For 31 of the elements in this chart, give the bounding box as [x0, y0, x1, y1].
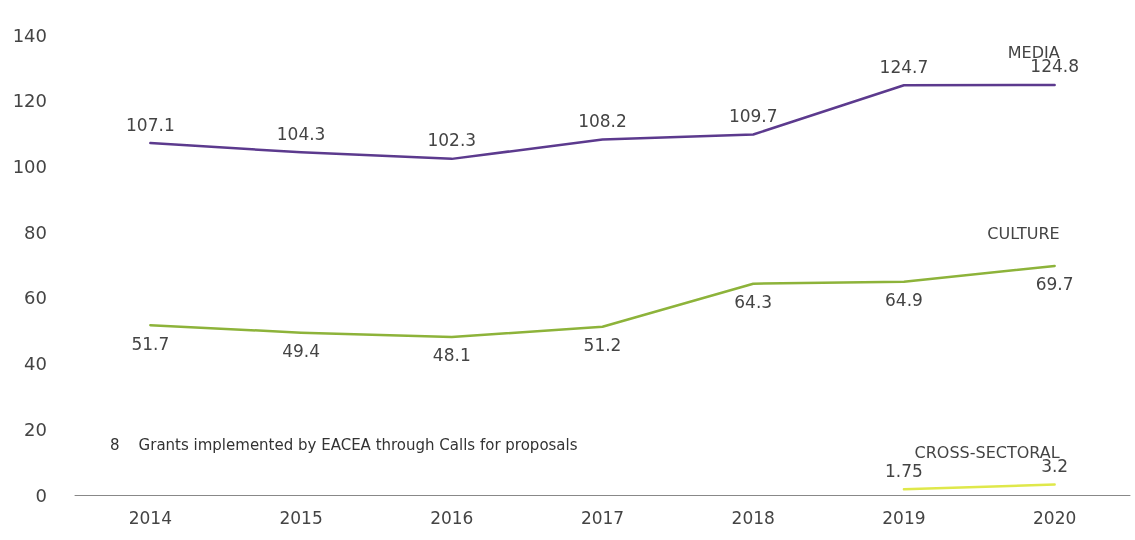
- x-tick-label: 2019: [882, 507, 926, 528]
- data-label: 102.3: [427, 130, 477, 151]
- data-label: 109.7: [728, 106, 778, 127]
- data-label: 1.75: [885, 460, 923, 481]
- data-label: 51.7: [131, 333, 170, 354]
- data-label: 107.1: [126, 114, 175, 135]
- data-label: 104.3: [276, 123, 326, 144]
- annotation: 8 Grants implemented by EACEA through Calls for proposals: [110, 435, 578, 454]
- y-tick-label: 60: [24, 287, 47, 309]
- data-label: 124.7: [879, 56, 929, 77]
- series-label: CULTURE: [987, 224, 1060, 244]
- data-label: 69.7: [1035, 274, 1074, 295]
- y-tick-label: 100: [12, 155, 47, 177]
- x-tick-label: 2016: [430, 507, 474, 528]
- x-tick-label: 2014: [128, 507, 172, 528]
- data-label: 108.2: [578, 110, 627, 131]
- x-tick-label: 2017: [580, 507, 625, 528]
- y-tick-label: 140: [12, 24, 47, 46]
- y-tick-label: 40: [24, 353, 47, 375]
- y-tick-label: 0: [35, 484, 47, 506]
- data-label: 64.3: [734, 292, 773, 313]
- data-label: 49.4: [282, 341, 320, 362]
- y-tick-label: 20: [24, 418, 47, 440]
- data-label: 64.9: [885, 290, 923, 311]
- y-tick-label: 80: [24, 221, 47, 243]
- x-tick-label: 2020: [1033, 507, 1077, 528]
- x-tick-label: 2015: [279, 507, 323, 528]
- y-tick-label: 120: [12, 90, 47, 112]
- data-label: 51.2: [583, 335, 622, 356]
- data-label: 48.1: [432, 345, 471, 366]
- x-tick-label: 2018: [731, 507, 775, 528]
